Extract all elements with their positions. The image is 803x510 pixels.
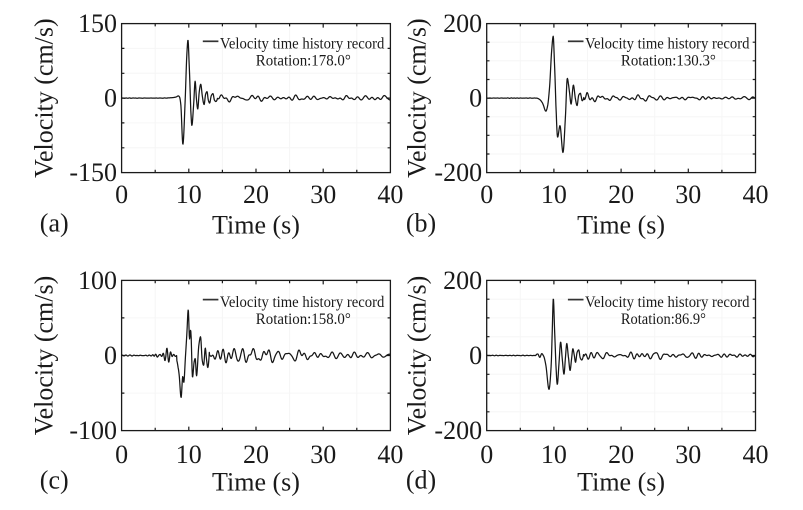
svg-text:(a): (a) <box>40 208 69 237</box>
svg-text:200: 200 <box>443 266 482 295</box>
svg-text:(c): (c) <box>40 466 69 495</box>
svg-text:200: 200 <box>443 9 482 38</box>
svg-text:10: 10 <box>176 440 202 469</box>
svg-text:20: 20 <box>608 440 634 469</box>
svg-text:(b): (b) <box>406 208 436 237</box>
svg-text:100: 100 <box>78 266 117 295</box>
svg-text:30: 30 <box>675 180 701 209</box>
svg-text:Velocity time history record: Velocity time history record <box>220 36 385 53</box>
svg-text:10: 10 <box>541 440 567 469</box>
svg-text:30: 30 <box>310 180 336 209</box>
svg-text:Rotation:130.3°: Rotation:130.3° <box>621 53 716 70</box>
svg-text:Velocity (cm/s): Velocity (cm/s) <box>402 18 431 178</box>
svg-text:-200: -200 <box>434 416 482 445</box>
svg-text:20: 20 <box>608 180 634 209</box>
svg-text:Velocity time history record: Velocity time history record <box>585 36 750 53</box>
svg-text:(d): (d) <box>406 466 436 495</box>
svg-text:40: 40 <box>377 440 403 469</box>
svg-text:0: 0 <box>480 180 493 209</box>
svg-text:10: 10 <box>176 180 202 209</box>
svg-text:0: 0 <box>115 440 128 469</box>
svg-text:Rotation:158.0°: Rotation:158.0° <box>256 311 351 328</box>
svg-text:Time (s): Time (s) <box>212 468 300 497</box>
svg-text:-200: -200 <box>434 158 482 187</box>
svg-text:40: 40 <box>743 180 769 209</box>
svg-text:0: 0 <box>480 440 493 469</box>
svg-text:Time (s): Time (s) <box>577 468 665 497</box>
svg-text:40: 40 <box>377 180 403 209</box>
svg-text:0: 0 <box>115 180 128 209</box>
svg-text:-100: -100 <box>69 416 117 445</box>
svg-text:Velocity (cm/s): Velocity (cm/s) <box>30 18 59 178</box>
svg-text:10: 10 <box>541 180 567 209</box>
svg-text:150: 150 <box>78 9 117 38</box>
svg-text:Rotation:86.9°: Rotation:86.9° <box>621 311 706 328</box>
svg-text:30: 30 <box>310 440 336 469</box>
svg-text:Time (s): Time (s) <box>577 210 665 239</box>
svg-text:30: 30 <box>675 440 701 469</box>
svg-text:Velocity time history record: Velocity time history record <box>585 294 750 311</box>
svg-text:20: 20 <box>243 440 269 469</box>
svg-text:-150: -150 <box>69 158 117 187</box>
svg-text:Rotation:178.0°: Rotation:178.0° <box>256 53 351 70</box>
svg-text:Velocity (cm/s): Velocity (cm/s) <box>30 276 59 436</box>
svg-text:0: 0 <box>104 84 117 113</box>
svg-text:40: 40 <box>743 440 769 469</box>
svg-text:0: 0 <box>469 341 482 370</box>
svg-text:Time (s): Time (s) <box>212 210 300 239</box>
svg-text:Velocity (cm/s): Velocity (cm/s) <box>402 276 431 436</box>
svg-text:Velocity time history record: Velocity time history record <box>220 294 385 311</box>
svg-text:20: 20 <box>243 180 269 209</box>
svg-text:0: 0 <box>469 84 482 113</box>
svg-text:0: 0 <box>104 341 117 370</box>
